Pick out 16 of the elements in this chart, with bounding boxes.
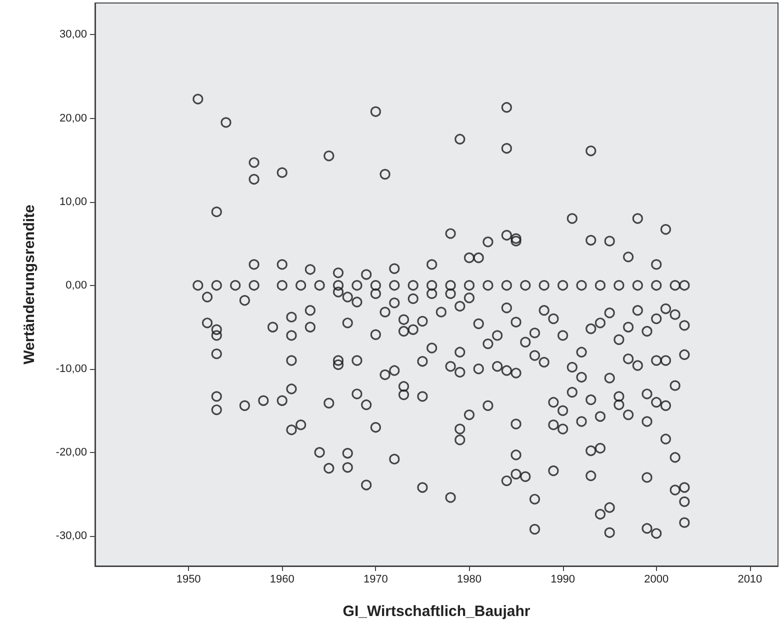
x-tick-label: 1970 (363, 574, 388, 586)
x-axis-title: GI_Wirtschaftlich_Baujahr (342, 603, 530, 620)
x-tick-label: 1980 (457, 574, 482, 586)
x-tick-label: 2010 (738, 574, 762, 586)
y-tick-label: 20,00 (59, 112, 87, 124)
y-tick-label: -20,00 (56, 446, 87, 458)
y-tick-label: -30,00 (56, 530, 87, 542)
y-tick-label: 10,00 (59, 196, 87, 208)
y-axis-title: Wertänderungsrendite (21, 204, 38, 364)
x-tick-label: 1960 (270, 574, 294, 586)
y-tick-label: 30,00 (59, 28, 87, 41)
x-tick-label: 2000 (644, 574, 669, 586)
y-tick-label: -10,00 (56, 362, 87, 375)
y-tick-label: 0,00 (66, 279, 87, 292)
x-tick-label: 1950 (176, 574, 201, 586)
x-tick-label: 1990 (550, 574, 576, 586)
